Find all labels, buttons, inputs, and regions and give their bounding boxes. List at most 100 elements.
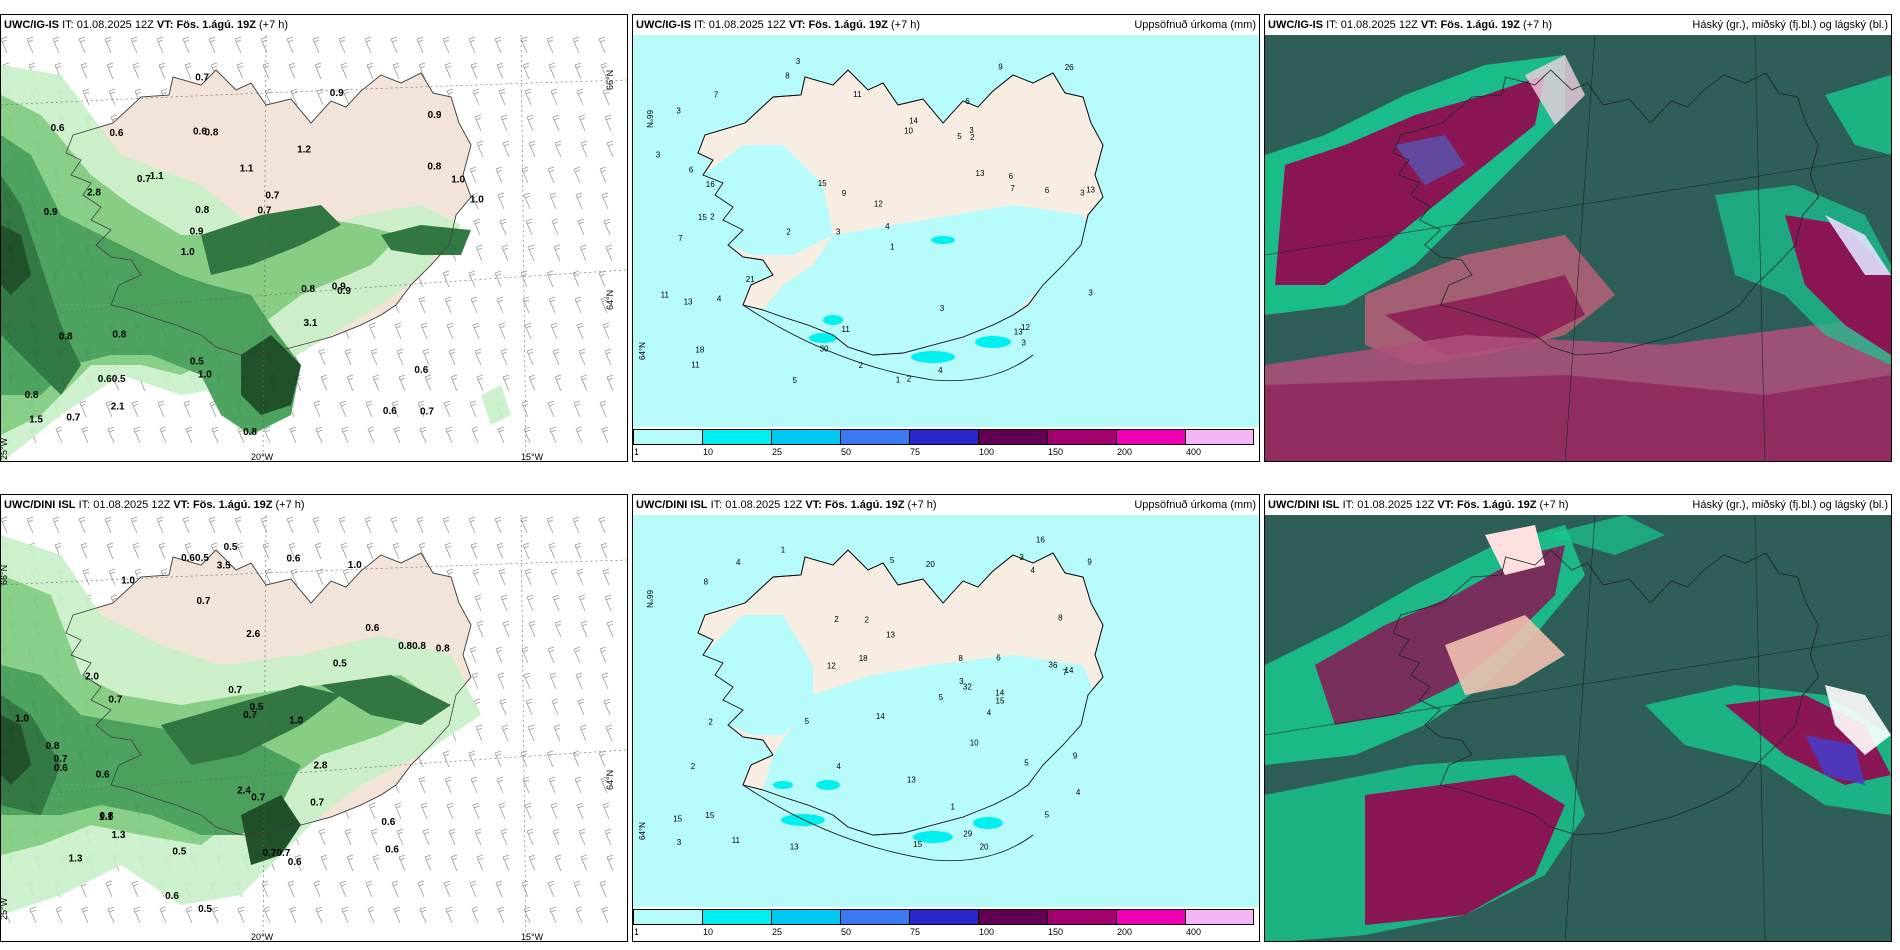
map-value-label: 0.6 [96,769,110,780]
wind-barb [445,426,453,444]
valid-label: VT: [173,499,190,511]
wind-barb [341,426,349,444]
wind-barb [468,36,476,54]
wind-barb [580,854,588,872]
map-value-label: 9 [1087,557,1092,566]
wind-barb [419,906,427,924]
wind-barb [476,620,484,638]
wind-barb [495,646,503,664]
wind-barb [500,348,508,366]
map-value-label: 0.6 [381,817,395,828]
map-value-label: 0.9 [330,88,344,99]
wind-barb [525,698,533,716]
init-label: IT: [62,19,74,31]
wind-barb [606,620,614,638]
wind-barb [523,192,531,210]
map-value-label: 2.0 [85,671,99,682]
precip-panel-top: UWC/IG-IS IT: 01.08.2025 12Z VT: Fös. 1.… [632,14,1260,462]
wind-barb [578,348,586,366]
map-value-label: 5 [1045,811,1050,820]
wind-barb [501,244,509,262]
init-time: 01.08.2025 12Z [1357,499,1435,511]
wind-barb [550,88,558,106]
wind-barb [554,374,562,392]
wind-barb [312,36,320,54]
init-time: 01.08.2025 12Z [1340,19,1418,31]
wind-barb [159,906,167,924]
wind-barb [471,426,479,444]
wind-barb [476,140,484,158]
map-value-label: 1.2 [297,145,311,156]
wind-barb [552,114,560,132]
wind-barb [494,36,502,54]
model-name: UWC/DINI ISL [4,499,76,511]
map-value-label: 11 [853,90,862,99]
panel-header: UWC/IG-IS IT: 01.08.2025 12Z VT: Fös. 1.… [1,15,627,35]
wind-barb [444,62,452,80]
valid-label: VT: [156,19,174,31]
map-value-label: 4 [885,222,890,231]
map-value-label: 9 [998,63,1003,72]
wind-barb [312,516,320,534]
colorbar-tick-label: 200 [1117,927,1133,937]
wind-barb [606,854,614,872]
wind-barb [528,620,536,638]
map-value-label: 0.8 [100,811,114,822]
wind-barb [106,62,114,80]
lon-label: 20°W [251,932,274,942]
wind-barb [600,296,608,314]
panel-header: UWC/IG-IS IT: 01.08.2025 12Z VT: Fös. 1.… [1265,15,1891,35]
map-value-label: 5 [939,693,944,702]
colorbar-tick-label: 150 [1048,927,1064,937]
wind-barb [82,568,90,586]
wind-barb [344,348,352,366]
map-value-label: 8 [958,654,963,663]
map-value-label: 2.8 [314,761,328,772]
wind-barb [1,36,8,54]
wind-barb [528,374,536,392]
wind-barb [573,400,581,418]
cloud-map [1265,35,1891,461]
wind-barb [572,36,580,54]
map-value-label: 1.0 [348,560,362,571]
map-value-label: 6 [1053,661,1058,670]
lead-time: (+7 h) [258,19,289,31]
wind-barb [368,322,376,340]
colorbar-swatch [1185,429,1254,445]
map-value-label: 3 [796,57,801,66]
wind-barb [496,62,504,80]
map-value-label: 4 [836,762,841,771]
colorbar-swatch [771,429,840,445]
wind-barb [575,192,583,210]
panel-header: UWC/DINI ISL IT: 01.08.2025 12Z VT: Fös.… [633,495,1259,515]
wind-barb [547,400,555,418]
wind-barb [573,880,581,898]
valid-time: Fös. 1.ágú. 19Z [824,499,905,511]
lon-label: 20°W [251,452,274,462]
map-value-label: 1.0 [181,247,195,258]
wind-barb [578,594,586,612]
wind-barb [182,516,190,534]
wind-barb [446,322,454,340]
wind-barb [420,802,428,820]
precip-colorbar: 1 10 25 50 75 100 150 200 400 [633,427,1259,461]
wind-barb [548,62,556,80]
wind-barb [105,400,113,418]
wind-barb [236,62,244,80]
wind-barb [525,218,533,236]
wind-barb [577,698,585,716]
wind-barb [474,348,482,366]
wind-barb [442,36,450,54]
wind-barb [600,542,608,560]
wind-barb [106,542,114,560]
map-value-label: 20 [980,842,989,851]
map-value-label: 0.6 [365,623,379,634]
colorbar-swatch [702,909,771,925]
wind-barb [444,296,452,314]
wind-barb [130,516,138,534]
map-value-label: 0.9 [44,207,58,218]
wind-barb [604,594,612,612]
map-value-label: 6 [1045,186,1050,195]
init-label: IT: [1342,499,1355,511]
map-value-label: 4 [717,295,722,304]
